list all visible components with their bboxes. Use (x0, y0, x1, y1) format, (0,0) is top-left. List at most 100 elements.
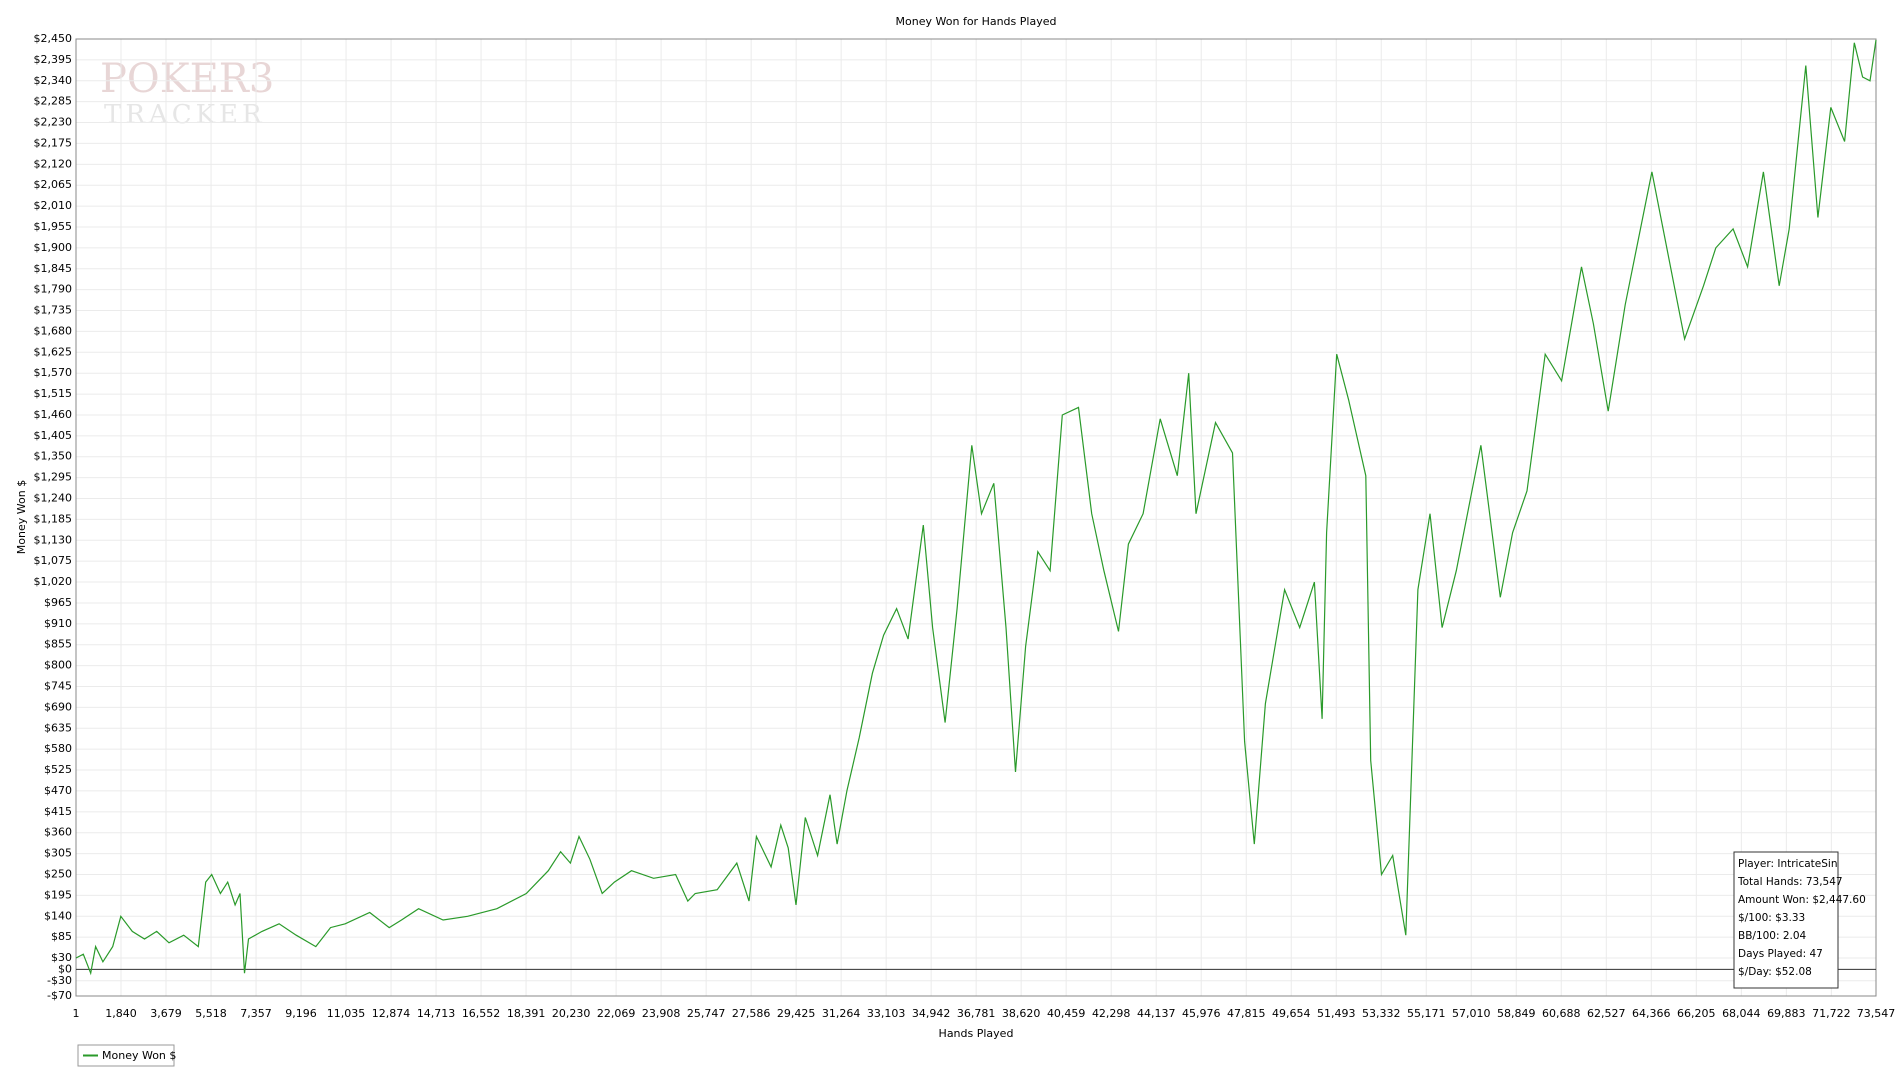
y-tick-label: -$30 (47, 974, 72, 987)
y-tick-label: $250 (44, 867, 72, 880)
x-tick-label: 14,713 (417, 1007, 456, 1020)
y-tick-label: $470 (44, 784, 72, 797)
y-tick-label: $2,010 (34, 199, 73, 212)
series-line (75, 39, 1877, 976)
y-tick-label: $1,020 (34, 575, 73, 588)
y-tick-label: -$70 (47, 989, 72, 1002)
y-tick-label: $1,570 (34, 366, 73, 379)
stats-line: $/Day: $52.08 (1738, 966, 1812, 978)
x-tick-label: 42,298 (1092, 1007, 1131, 1020)
x-tick-label: 27,586 (732, 1007, 771, 1020)
x-tick-label: 33,103 (867, 1007, 906, 1020)
y-tick-label: $690 (44, 700, 72, 713)
watermark: POKER3 (100, 56, 274, 102)
x-tick-label: 9,196 (285, 1007, 317, 1020)
x-tick-label: 68,044 (1722, 1007, 1761, 1020)
x-tick-label: 25,747 (687, 1007, 726, 1020)
x-tick-label: 66,205 (1677, 1007, 1716, 1020)
y-tick-label: $0 (58, 962, 72, 975)
x-axis-title: Hands Played (939, 1027, 1014, 1040)
y-tick-label: $195 (44, 888, 72, 901)
y-tick-label: $525 (44, 763, 72, 776)
x-tick-label: 22,069 (597, 1007, 636, 1020)
chart-title: Money Won for Hands Played (896, 15, 1057, 28)
y-tick-label: $85 (51, 930, 72, 943)
y-tick-label: $855 (44, 638, 72, 651)
x-tick-label: 1 (73, 1007, 80, 1020)
y-tick-label: $965 (44, 596, 72, 609)
y-tick-label: $2,395 (34, 53, 73, 66)
y-tick-label: $1,130 (34, 533, 73, 546)
stats-line: Total Hands: 73,547 (1737, 876, 1843, 888)
y-tick-label: $910 (44, 617, 72, 630)
y-tick-label: $1,900 (34, 241, 73, 254)
stats-line: Player: IntricateSin (1738, 858, 1838, 870)
x-tick-label: 44,137 (1137, 1007, 1176, 1020)
y-tick-label: $1,075 (34, 554, 73, 567)
x-tick-label: 47,815 (1227, 1007, 1266, 1020)
stats-line: Days Played: 47 (1738, 948, 1823, 960)
stats-line: $/100: $3.33 (1738, 912, 1805, 924)
y-tick-label: $745 (44, 679, 72, 692)
plot-border (75, 38, 1877, 997)
y-tick-label: $1,625 (34, 345, 73, 358)
x-tick-label: 31,264 (822, 1007, 861, 1020)
y-tick-label: $635 (44, 721, 72, 734)
x-tick-label: 60,688 (1542, 1007, 1581, 1020)
legend-label: Money Won $ (102, 1049, 176, 1062)
x-tick-label: 58,849 (1497, 1007, 1536, 1020)
x-tick-label: 69,883 (1767, 1007, 1806, 1020)
x-tick-label: 16,552 (462, 1007, 501, 1020)
y-tick-label: $580 (44, 742, 72, 755)
y-tick-label: $2,065 (34, 178, 73, 191)
y-tick-label: $1,845 (34, 262, 73, 275)
x-tick-label: 71,722 (1812, 1007, 1851, 1020)
y-tick-label: $1,295 (34, 471, 73, 484)
x-tick-label: 51,493 (1317, 1007, 1356, 1020)
x-tick-label: 64,366 (1632, 1007, 1671, 1020)
x-tick-label: 29,425 (777, 1007, 816, 1020)
y-tick-label: $1,350 (34, 450, 73, 463)
x-tick-label: 12,874 (372, 1007, 411, 1020)
y-tick-label: $2,450 (34, 32, 73, 45)
y-tick-label: $305 (44, 847, 72, 860)
watermark: TRACKER (104, 100, 266, 130)
y-tick-label: $140 (44, 909, 72, 922)
y-tick-label: $1,735 (34, 304, 73, 317)
x-tick-label: 23,908 (642, 1007, 681, 1020)
y-tick-label: $2,120 (34, 157, 73, 170)
y-tick-label: $1,955 (34, 220, 73, 233)
x-tick-label: 20,230 (552, 1007, 591, 1020)
y-tick-label: $1,680 (34, 324, 73, 337)
x-tick-label: 62,527 (1587, 1007, 1626, 1020)
x-tick-label: 3,679 (150, 1007, 182, 1020)
y-tick-label: $1,790 (34, 283, 73, 296)
y-tick-label: $360 (44, 826, 72, 839)
stats-box (1733, 851, 1839, 989)
x-tick-label: 38,620 (1002, 1007, 1041, 1020)
y-tick-label: $2,230 (34, 116, 73, 129)
x-tick-label: 1,840 (105, 1007, 137, 1020)
x-tick-label: 53,332 (1362, 1007, 1401, 1020)
x-tick-label: 40,459 (1047, 1007, 1086, 1020)
x-tick-label: 18,391 (507, 1007, 546, 1020)
y-tick-label: $1,240 (34, 492, 73, 505)
y-tick-label: $2,285 (34, 95, 73, 108)
y-tick-label: $30 (51, 951, 72, 964)
y-tick-label: $2,175 (34, 136, 73, 149)
x-tick-label: 36,781 (957, 1007, 996, 1020)
x-tick-label: 55,171 (1407, 1007, 1446, 1020)
y-tick-label: $415 (44, 805, 72, 818)
stats-line: BB/100: 2.04 (1738, 930, 1807, 942)
x-tick-label: 5,518 (195, 1007, 227, 1020)
x-tick-label: 49,654 (1272, 1007, 1311, 1020)
stats-line: Amount Won: $2,447.60 (1738, 894, 1866, 906)
y-axis-title: Money Won $ (15, 480, 28, 554)
x-tick-label: 11,035 (327, 1007, 366, 1020)
y-tick-label: $1,405 (34, 429, 73, 442)
y-tick-label: $1,185 (34, 512, 73, 525)
y-tick-label: $800 (44, 659, 72, 672)
legend-box (77, 1044, 175, 1067)
